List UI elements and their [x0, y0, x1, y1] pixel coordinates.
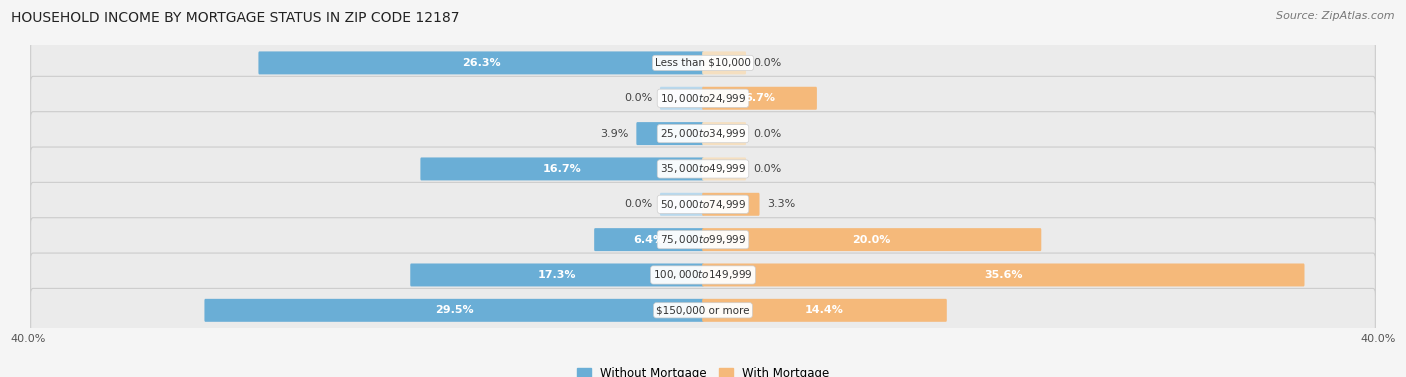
FancyBboxPatch shape	[659, 193, 704, 216]
Text: 3.3%: 3.3%	[768, 199, 796, 209]
Text: 26.3%: 26.3%	[461, 58, 501, 68]
FancyBboxPatch shape	[702, 87, 817, 110]
FancyBboxPatch shape	[31, 288, 1375, 332]
Text: 0.0%: 0.0%	[754, 164, 782, 174]
FancyBboxPatch shape	[31, 182, 1375, 226]
Text: $10,000 to $24,999: $10,000 to $24,999	[659, 92, 747, 105]
FancyBboxPatch shape	[204, 299, 704, 322]
Text: 17.3%: 17.3%	[538, 270, 576, 280]
FancyBboxPatch shape	[595, 228, 704, 251]
Text: 6.7%: 6.7%	[744, 93, 775, 103]
FancyBboxPatch shape	[702, 122, 747, 145]
Text: Source: ZipAtlas.com: Source: ZipAtlas.com	[1277, 11, 1395, 21]
FancyBboxPatch shape	[31, 147, 1375, 191]
Text: Less than $10,000: Less than $10,000	[655, 58, 751, 68]
FancyBboxPatch shape	[659, 87, 704, 110]
FancyBboxPatch shape	[702, 51, 747, 74]
FancyBboxPatch shape	[31, 76, 1375, 120]
Text: 0.0%: 0.0%	[624, 199, 652, 209]
Text: $25,000 to $34,999: $25,000 to $34,999	[659, 127, 747, 140]
Text: 0.0%: 0.0%	[754, 129, 782, 139]
FancyBboxPatch shape	[411, 264, 704, 287]
Text: 0.0%: 0.0%	[624, 93, 652, 103]
Text: $35,000 to $49,999: $35,000 to $49,999	[659, 162, 747, 175]
FancyBboxPatch shape	[259, 51, 704, 74]
FancyBboxPatch shape	[31, 41, 1375, 85]
FancyBboxPatch shape	[31, 218, 1375, 262]
Text: HOUSEHOLD INCOME BY MORTGAGE STATUS IN ZIP CODE 12187: HOUSEHOLD INCOME BY MORTGAGE STATUS IN Z…	[11, 11, 460, 25]
FancyBboxPatch shape	[31, 253, 1375, 297]
Text: 16.7%: 16.7%	[543, 164, 582, 174]
FancyBboxPatch shape	[420, 158, 704, 181]
Text: 6.4%: 6.4%	[634, 234, 665, 245]
FancyBboxPatch shape	[702, 264, 1305, 287]
Text: $100,000 to $149,999: $100,000 to $149,999	[654, 268, 752, 282]
FancyBboxPatch shape	[702, 299, 946, 322]
FancyBboxPatch shape	[702, 158, 747, 181]
Text: 29.5%: 29.5%	[434, 305, 474, 315]
FancyBboxPatch shape	[702, 193, 759, 216]
Text: $75,000 to $99,999: $75,000 to $99,999	[659, 233, 747, 246]
FancyBboxPatch shape	[637, 122, 704, 145]
Text: 14.4%: 14.4%	[806, 305, 844, 315]
Text: 20.0%: 20.0%	[852, 234, 891, 245]
Text: $150,000 or more: $150,000 or more	[657, 305, 749, 315]
Legend: Without Mortgage, With Mortgage: Without Mortgage, With Mortgage	[572, 362, 834, 377]
Text: 0.0%: 0.0%	[754, 58, 782, 68]
Text: 3.9%: 3.9%	[600, 129, 628, 139]
Text: 35.6%: 35.6%	[984, 270, 1022, 280]
Text: $50,000 to $74,999: $50,000 to $74,999	[659, 198, 747, 211]
FancyBboxPatch shape	[702, 228, 1042, 251]
FancyBboxPatch shape	[31, 112, 1375, 155]
